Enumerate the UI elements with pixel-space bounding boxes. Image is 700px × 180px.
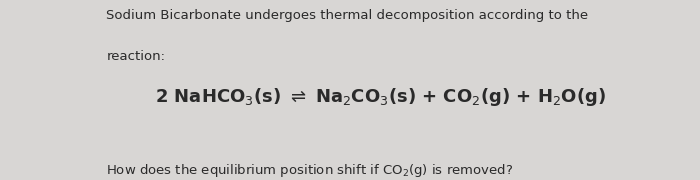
Text: reaction:: reaction:	[106, 50, 165, 63]
Text: How does the equilibrium position shift if CO$_{2}$(g) is removed?: How does the equilibrium position shift …	[106, 162, 514, 179]
Text: 2 NaHCO$_{3}$(s) $\rightleftharpoons$ Na$_{2}$CO$_{3}$(s) + CO$_{2}$(g) + H$_{2}: 2 NaHCO$_{3}$(s) $\rightleftharpoons$ Na…	[155, 86, 606, 108]
Text: Sodium Bicarbonate undergoes thermal decomposition according to the: Sodium Bicarbonate undergoes thermal dec…	[106, 9, 589, 22]
